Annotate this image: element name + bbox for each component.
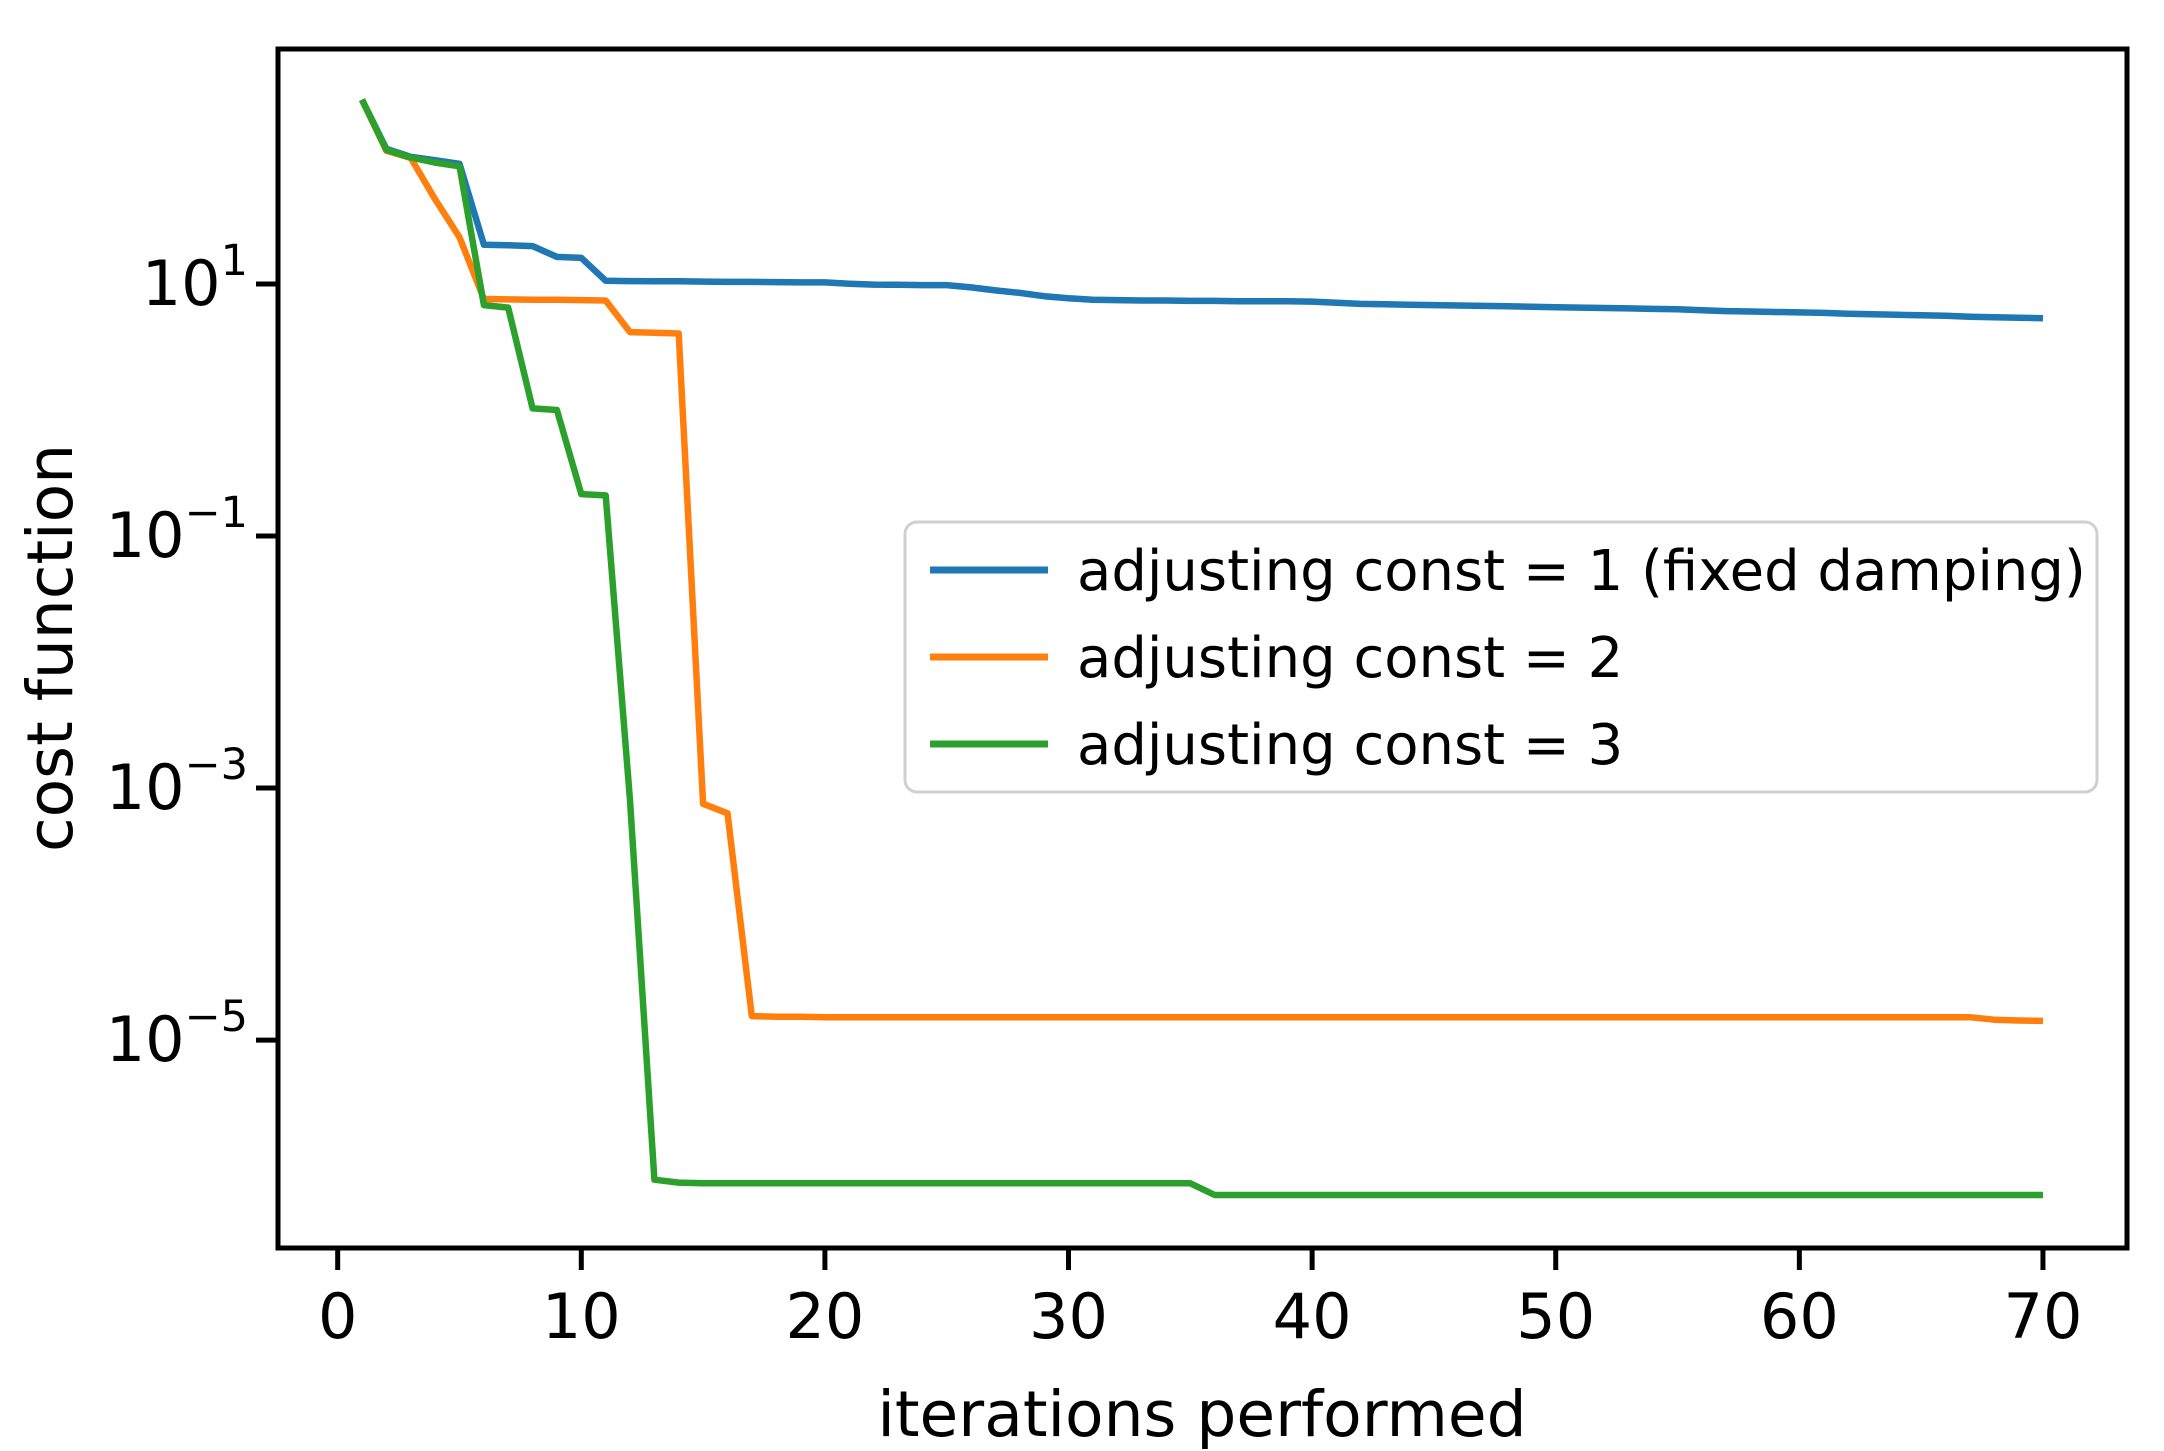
y-tick-label: 10−1 — [106, 488, 248, 572]
x-tick-label: 70 — [2004, 1280, 2083, 1353]
x-tick-label: 0 — [318, 1280, 357, 1353]
y-tick-label: 101 — [142, 236, 248, 320]
x-tick-label: 50 — [1516, 1280, 1595, 1353]
legend-box — [903, 520, 2099, 794]
x-tick-label: 60 — [1760, 1280, 1839, 1353]
y-axis-ticks: 101 10−1 10−3 10−5 — [106, 236, 278, 1076]
x-tick-label: 40 — [1273, 1280, 1352, 1353]
x-axis-label: iterations performed — [877, 1378, 1526, 1451]
y-axis-label: cost function — [14, 444, 87, 852]
legend: adjusting const = 1 (fixed damping) adjus… — [903, 520, 2099, 794]
x-axis-ticks: 0 10 20 30 40 50 60 70 — [318, 1248, 2082, 1353]
plot-area — [275, 46, 2130, 1251]
data-series-lines — [359, 98, 2044, 1199]
legend-label-2: adjusting const = 2 — [1077, 626, 1623, 691]
legend-label-3: adjusting const = 3 — [1077, 713, 1623, 778]
series-line-3 — [359, 98, 2043, 1199]
series-line-1 — [359, 98, 2044, 322]
x-tick-label: 30 — [1029, 1280, 1108, 1353]
x-tick-label: 10 — [542, 1280, 621, 1353]
y-tick-label: 10−3 — [106, 740, 248, 824]
x-tick-label: 20 — [785, 1280, 864, 1353]
legend-label-1: adjusting const = 1 (fixed damping) — [1077, 539, 2086, 604]
series-line-2 — [359, 98, 2044, 1025]
y-tick-label: 10−5 — [106, 992, 248, 1076]
